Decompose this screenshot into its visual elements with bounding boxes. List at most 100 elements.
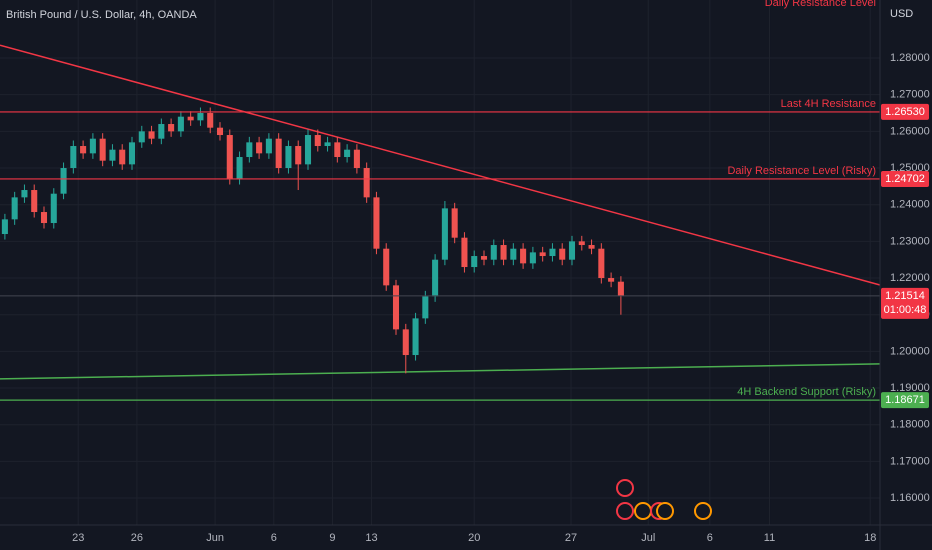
candle-body xyxy=(304,135,312,165)
candle-body xyxy=(314,135,321,147)
candle-body xyxy=(324,142,331,147)
y-tick-label: 1.16000 xyxy=(890,492,930,504)
candle-body xyxy=(138,131,145,143)
grid xyxy=(0,0,880,525)
candle-body xyxy=(490,245,497,260)
candle-body xyxy=(236,157,243,180)
candle-body xyxy=(451,208,458,238)
y-tick-label: 1.20000 xyxy=(890,345,930,357)
candle-body xyxy=(441,208,448,260)
price-tag-label: 1.18671 xyxy=(885,394,925,406)
candle-body xyxy=(168,124,175,132)
x-tick-label: Jun xyxy=(206,532,224,544)
x-tick-label: 18 xyxy=(864,532,876,544)
candle-body xyxy=(216,127,224,136)
candle-body xyxy=(598,248,605,279)
candle-body xyxy=(422,296,429,319)
candle-body xyxy=(207,113,214,128)
candle-body xyxy=(256,142,263,154)
candle-body xyxy=(246,142,253,158)
x-tick-label: 20 xyxy=(468,532,480,544)
candle-body xyxy=(383,248,390,286)
chart-title: British Pound / U.S. Dollar, 4h, OANDA xyxy=(6,9,197,21)
y-tick-label: 1.26000 xyxy=(890,125,930,137)
candle-body xyxy=(373,197,380,249)
candle-body xyxy=(588,245,595,249)
trend-line xyxy=(0,363,881,380)
x-tick-label: 27 xyxy=(565,532,577,544)
level-label: Daily Resistance Level (Risky) xyxy=(727,165,876,177)
x-tick-label: 11 xyxy=(764,532,775,544)
candle-body xyxy=(363,168,370,198)
y-tick-label: 1.18000 xyxy=(890,419,930,431)
candle-body xyxy=(578,241,585,246)
candle-body xyxy=(187,116,194,121)
candle-body xyxy=(500,245,507,260)
y-tick-label: 1.24000 xyxy=(890,199,930,211)
price-tag xyxy=(881,170,929,187)
candle-body xyxy=(21,190,28,198)
candle-body xyxy=(285,146,292,169)
candle-body xyxy=(128,142,136,165)
y-tick-label: 1.19000 xyxy=(890,382,930,394)
event-icon xyxy=(656,502,674,520)
x-tick-label: 13 xyxy=(365,532,377,544)
candle-body xyxy=(402,329,409,356)
event-icon xyxy=(616,502,634,520)
candle-body xyxy=(412,318,419,356)
x-tick-label: Jul xyxy=(641,532,655,544)
candle-body xyxy=(109,149,116,161)
y-tick-label: 1.17000 xyxy=(890,455,930,467)
candle-body xyxy=(520,248,527,264)
y-tick-label: 1.23000 xyxy=(890,235,930,247)
candle-body xyxy=(70,146,77,169)
x-tick-label: 6 xyxy=(271,532,277,544)
candle-body xyxy=(158,124,165,139)
candle-body xyxy=(60,168,67,194)
candle-body xyxy=(148,131,155,139)
trend-line xyxy=(0,44,881,286)
x-tick-label: 26 xyxy=(131,532,143,544)
candle-body xyxy=(265,138,272,154)
candle-body xyxy=(334,142,341,158)
price-tag xyxy=(881,392,929,409)
candle-body xyxy=(480,256,488,260)
y-tick-label: 1.28000 xyxy=(890,52,930,64)
x-tick-label: 9 xyxy=(329,532,335,544)
y-tick-label: 1.25000 xyxy=(890,162,930,174)
candle-body xyxy=(617,281,624,296)
event-icon xyxy=(616,479,634,497)
plot xyxy=(0,44,881,401)
candle-body xyxy=(1,219,8,235)
candle-body xyxy=(471,256,478,268)
candle-body xyxy=(177,116,184,132)
event-icon xyxy=(694,502,712,520)
x-tick-label: 23 xyxy=(72,532,84,544)
candle-body xyxy=(99,138,106,161)
x-tick-label: 6 xyxy=(707,532,713,544)
candle-body xyxy=(559,248,566,260)
candle-body xyxy=(432,259,439,297)
event-icon xyxy=(634,502,652,520)
candle-body xyxy=(461,237,468,268)
candle-body xyxy=(31,190,38,213)
y-tick-label: 1.22000 xyxy=(890,272,930,284)
candle-body xyxy=(510,248,517,260)
candle-body xyxy=(197,113,204,121)
y-tick-label: 1.27000 xyxy=(890,89,930,101)
candle-body xyxy=(80,146,87,154)
candle-body xyxy=(295,146,302,165)
candle-body xyxy=(50,193,57,224)
level-label: Last 4H Resistance xyxy=(781,98,876,110)
candle-body xyxy=(539,252,546,257)
candle-body xyxy=(608,278,615,282)
candle-body xyxy=(529,252,536,264)
currency-label: USD xyxy=(890,8,913,20)
candle-body xyxy=(119,149,126,165)
price-tag xyxy=(881,103,929,120)
candle-body xyxy=(226,135,233,180)
candle-body xyxy=(40,212,48,224)
candle-body xyxy=(344,149,351,158)
